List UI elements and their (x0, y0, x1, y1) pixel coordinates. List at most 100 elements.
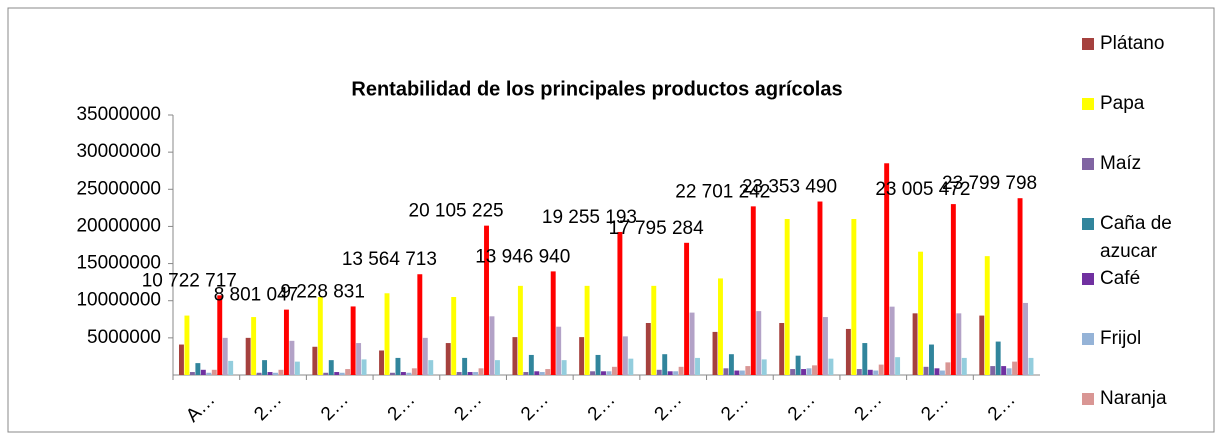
bar (950, 204, 956, 375)
bar (895, 357, 901, 375)
bar (512, 337, 518, 375)
chart-border (7, 7, 1215, 433)
bar (417, 274, 423, 375)
bar (278, 369, 284, 375)
y-tick-label: 15000000 (76, 253, 161, 274)
bar (451, 297, 457, 375)
bar (1001, 366, 1007, 375)
bar (995, 341, 1001, 375)
legend-label: Papa (1100, 93, 1145, 114)
bar (734, 370, 740, 375)
bar (523, 372, 529, 375)
bar (984, 256, 990, 375)
bar (790, 369, 796, 375)
bar (673, 371, 679, 375)
bar (961, 357, 967, 375)
bar (462, 357, 468, 375)
data-label: 20 105 225 (409, 201, 504, 222)
bar (339, 372, 345, 375)
bar (745, 366, 751, 375)
bar (622, 336, 628, 375)
legend-swatch (1082, 98, 1094, 110)
bar (534, 371, 540, 375)
legend-swatch (1082, 393, 1094, 405)
data-label: 22 701 242 (675, 181, 770, 202)
bar (889, 306, 895, 375)
bar (539, 372, 545, 375)
bar (317, 297, 323, 375)
bar (350, 306, 356, 375)
bar (718, 278, 723, 375)
bar (979, 315, 985, 375)
bar (739, 370, 745, 375)
bar (189, 372, 195, 375)
bar (478, 368, 484, 375)
bar (628, 358, 634, 375)
legend-swatch (1082, 38, 1094, 50)
bar (283, 309, 289, 375)
bar (678, 366, 684, 375)
bar (494, 360, 500, 375)
bar (606, 371, 612, 375)
bar (750, 206, 756, 375)
bar (990, 366, 996, 375)
bar (489, 316, 495, 375)
bar (822, 317, 828, 375)
bar (345, 369, 351, 375)
bar (684, 242, 690, 375)
bar (817, 201, 823, 375)
bar (851, 219, 857, 375)
bar (867, 369, 873, 375)
bar (262, 360, 268, 375)
bar (1012, 361, 1018, 375)
bar (273, 372, 278, 375)
bar (689, 312, 695, 375)
legend-label: Café (1100, 268, 1140, 289)
bar (723, 368, 729, 375)
data-label: 23 799 798 (942, 173, 1037, 194)
bar (945, 362, 951, 375)
bar (806, 368, 812, 375)
bar (584, 285, 590, 375)
bar (561, 360, 567, 375)
bar (467, 372, 473, 375)
bar (873, 370, 879, 375)
bar (595, 354, 601, 375)
bar (611, 366, 617, 375)
bar (662, 354, 668, 375)
data-label: 9 228 831 (280, 281, 365, 302)
bar (395, 357, 401, 375)
bar (222, 337, 228, 375)
bar (411, 368, 417, 375)
bar (200, 369, 206, 375)
bar (1023, 302, 1028, 375)
bar (517, 285, 523, 375)
y-tick-label: 30000000 (76, 141, 161, 162)
data-label: 13 946 940 (475, 246, 570, 267)
bar (312, 346, 318, 375)
bar (801, 369, 807, 375)
bar (484, 225, 489, 375)
bar (211, 369, 217, 375)
bar (361, 359, 367, 375)
bar (256, 372, 262, 375)
bar (712, 331, 718, 375)
legend-swatch (1082, 158, 1094, 170)
y-tick-label: 10000000 (76, 290, 161, 311)
bar (1028, 357, 1034, 375)
bar (428, 360, 434, 375)
y-tick-label: 35000000 (76, 104, 161, 125)
bar (195, 363, 201, 375)
bar (422, 337, 428, 375)
bar (761, 359, 767, 375)
bar (929, 344, 934, 375)
data-label: 10 722 717 (142, 270, 237, 291)
data-label: 13 564 713 (342, 249, 437, 270)
data-label: 8 801 047 (214, 285, 299, 306)
bar (779, 323, 785, 375)
legend-label: Caña de azucar (1100, 213, 1172, 262)
bar (379, 350, 385, 375)
bar (245, 337, 251, 375)
bar (728, 354, 734, 375)
